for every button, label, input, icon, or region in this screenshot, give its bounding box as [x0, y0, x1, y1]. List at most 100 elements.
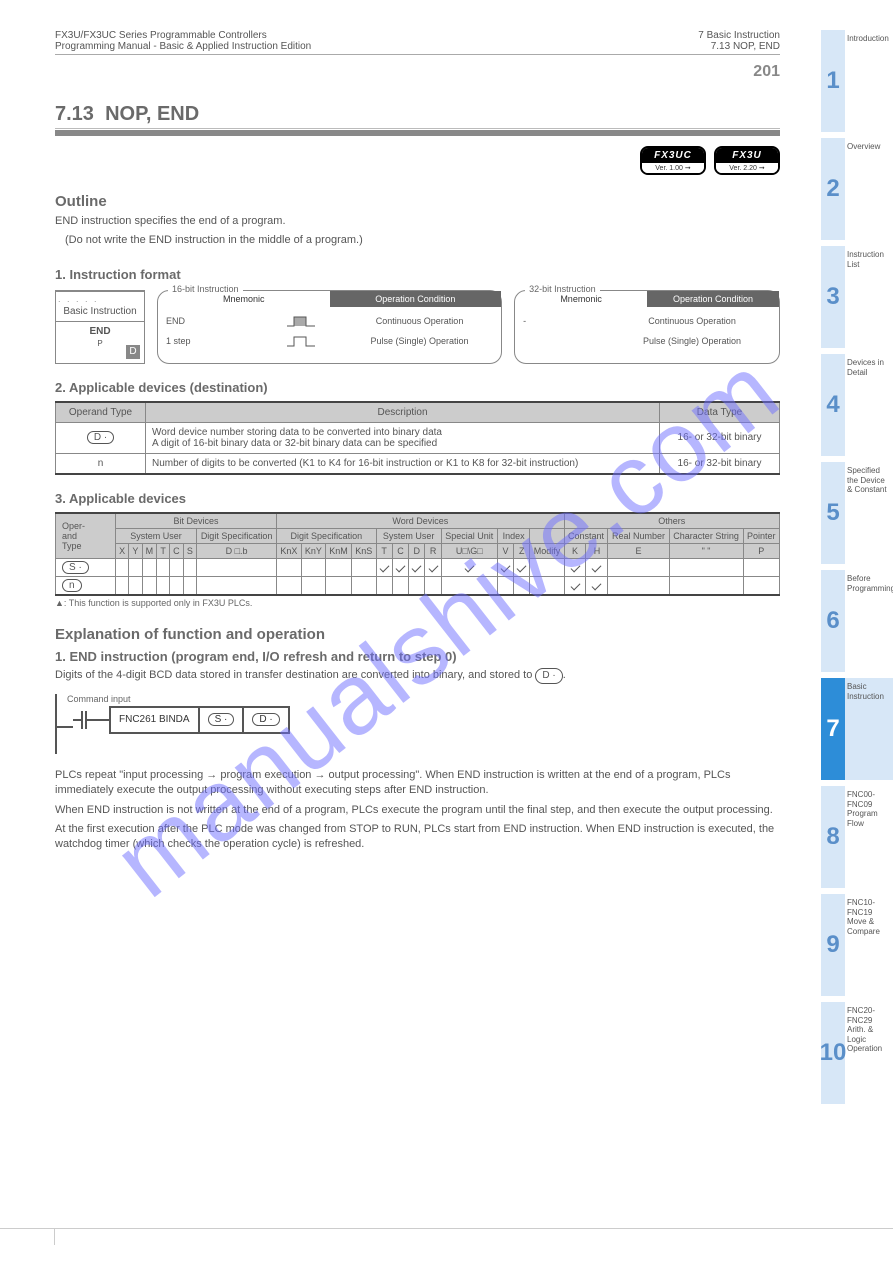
side-tab-7[interactable]: 7Basic Instruction [821, 678, 893, 780]
header-divider [55, 54, 780, 55]
ap-r0-c20 [586, 558, 608, 576]
side-tabs: 1Introduction2Overview3Instruction List4… [821, 30, 893, 1110]
side-tab-10[interactable]: 10FNC20-FNC29 Arith. & Logic Operation [821, 1002, 893, 1104]
ap-col-6: D □.b [197, 543, 277, 558]
ap-sh-7: Character String [669, 528, 743, 543]
ap-sh-modify [530, 528, 564, 543]
section-underline [55, 128, 780, 136]
ap-r1-c17 [514, 576, 530, 595]
ap-col-20: H [586, 543, 608, 558]
ap-r1-c9 [326, 576, 352, 595]
sd-r0-d1: A digit of 16-bit binary data or 32-bit … [152, 438, 653, 449]
side-tab-num-10: 10 [820, 1039, 847, 1067]
sd-r0-op: D · [87, 431, 114, 444]
side-tab-body-2: Overview [845, 138, 893, 240]
header-right-1: 7 Basic Instruction [418, 30, 781, 41]
ap-r1-c21 [608, 576, 669, 595]
ap-r0-c7 [277, 558, 301, 576]
ap-gh-1: Word Devices [277, 513, 564, 529]
ap-r1-c22 [669, 576, 743, 595]
funcop-body-text: Digits of the 4-digit BCD data stored in… [55, 669, 532, 681]
ap-r0-c9 [326, 558, 352, 576]
ap-sh-4: Index [497, 528, 530, 543]
fnc-label2: END [56, 321, 144, 337]
side-tab-3[interactable]: 3Instruction List [821, 246, 893, 348]
side-tab-1[interactable]: 1Introduction [821, 30, 893, 132]
ap-r1-c15 [441, 576, 497, 595]
ap-r0-c15 [441, 558, 497, 576]
ap-r0-c1 [129, 558, 142, 576]
header-row: FX3U/FX3UC Series Programmable Controlle… [55, 30, 780, 52]
side-tab-8[interactable]: 8FNC00-FNC09 Program Flow [821, 786, 893, 888]
ap-col-1: Y [129, 543, 142, 558]
fnc-dash: . . . . . [58, 294, 99, 304]
ap-r1-c0 [116, 576, 129, 595]
side-tab-num-2: 2 [826, 175, 839, 203]
side-tab-body-6: Before Programming [845, 570, 893, 672]
outline-sub: (Do not write the END instruction in the… [65, 233, 780, 248]
main-content: FX3U/FX3UC Series Programmable Controlle… [55, 30, 780, 853]
ap-r0-c21 [608, 558, 669, 576]
side-tab-body-1: Introduction [845, 30, 893, 132]
ap-sh-1b: Digit Specification [277, 528, 376, 543]
ap-col-8: KnY [301, 543, 325, 558]
side-tab-body-4: Devices in Detail [845, 354, 893, 456]
ap-r0-c5 [183, 558, 196, 576]
ap-r0-c10 [352, 558, 376, 576]
ladder-d: D · [252, 713, 279, 726]
side-tab-4[interactable]: 4Devices in Detail [821, 354, 893, 456]
side-tab-6[interactable]: 6Before Programming [821, 570, 893, 672]
section-number: 7.13 [55, 103, 94, 125]
side-tab-num-9: 9 [826, 931, 839, 959]
ap-col-16: V [497, 543, 513, 558]
applicable-table: Oper-andType Bit Devices Word Devices Ot… [55, 512, 780, 596]
ap-col-10: KnS [352, 543, 376, 558]
ladder-rung [57, 726, 73, 728]
side-tab-num-5: 5 [826, 499, 839, 527]
ap-col-11: T [376, 543, 392, 558]
badge-fx3uc-bot: Ver. 1.00 ➞ [642, 163, 704, 173]
mode32-row2-cond: Pulse (Single) Operation [613, 336, 771, 346]
ap-col-19: K [564, 543, 586, 558]
sd-col-2: Data Type [660, 402, 780, 423]
badge-fx3uc-top: FX3UC [642, 148, 704, 163]
header-right-2: 7.13 NOP, END [418, 41, 781, 52]
ap-r1-c18 [530, 576, 564, 595]
fnc-d-box: D [126, 345, 140, 359]
side-tab-2[interactable]: 2Overview [821, 138, 893, 240]
ap-gh-0: Bit Devices [116, 513, 277, 529]
funcop-body: Digits of the 4-digit BCD data stored in… [55, 668, 780, 684]
ap-r1-c10 [352, 576, 376, 595]
side-tab-body-10: FNC20-FNC29 Arith. & Logic Operation [845, 1002, 893, 1104]
ap-col-0: X [116, 543, 129, 558]
badge-fx3u-top: FX3U [716, 148, 778, 163]
sd-r1-dt: 16- or 32-bit binary [660, 453, 780, 474]
ap-r0-c6 [197, 558, 277, 576]
side-tab-5[interactable]: 5Specified the Device & Constant [821, 462, 893, 564]
mode-caption-16: 16-bit Instruction [168, 284, 243, 294]
ap-r0-c17 [514, 558, 530, 576]
side-tab-9[interactable]: 9FNC10-FNC19 Move & Compare [821, 894, 893, 996]
funcop-head: Explanation of function and operation [55, 626, 780, 643]
ap-r0-c16 [497, 558, 513, 576]
section-title: 7.13 NOP, END [55, 103, 780, 126]
side-tab-num-1: 1 [826, 67, 839, 95]
sd-col-1: Description [146, 402, 660, 423]
sd-col-0: Operand Type [56, 402, 146, 423]
side-tab-body-7: Basic Instruction [845, 678, 893, 780]
ap-r1-c14 [425, 576, 441, 595]
side-tab-num-7: 7 [826, 715, 839, 743]
funcop-oval: D · [535, 668, 562, 684]
ap-r0-c8 [301, 558, 325, 576]
ap-sh-5: Constant [564, 528, 608, 543]
ap-r1-c8 [301, 576, 325, 595]
ap-col-15: U□\G□ [441, 543, 497, 558]
funcop-p2c: At the first execution after the PLC mod… [55, 822, 780, 853]
ap-r0-c18 [530, 558, 564, 576]
ladder-instruction-box: FNC261 BINDA S · D · [109, 706, 290, 734]
ap-col-14: R [425, 543, 441, 558]
setdata-table: Operand Type Description Data Type D · W… [55, 401, 780, 475]
ap-col-9: KnM [326, 543, 352, 558]
ap-r1-c19 [564, 576, 586, 595]
ap-sh-6: Real Number [608, 528, 669, 543]
